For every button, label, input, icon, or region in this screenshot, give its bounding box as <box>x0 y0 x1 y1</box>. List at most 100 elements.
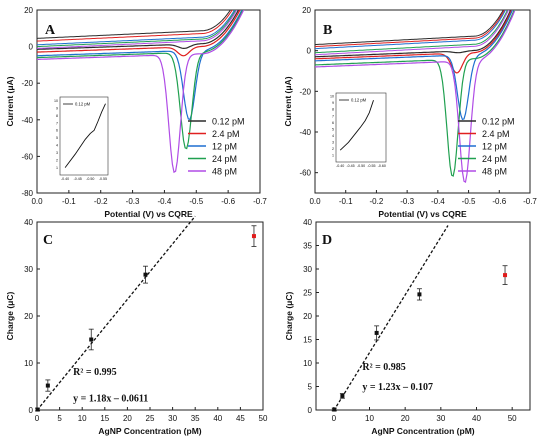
inset-x-tick-label: -0.40 <box>336 164 344 168</box>
inset-y-tick-label: 3 <box>56 151 58 155</box>
y-tick-label: -60 <box>299 169 311 178</box>
inset-x-tick-label: -0.60 <box>378 164 386 168</box>
y-tick-label: 5 <box>308 383 313 392</box>
inset-y-tick-label: 9 <box>332 101 334 105</box>
legend-label: 2.4 pM <box>482 129 510 139</box>
y-tick-label: 10 <box>24 359 33 368</box>
inset-chart: -0.40 -0.45 -0.50 -0.55 1 2 3 4 5 6 7 8 9 10 0.12 pM <box>54 96 109 181</box>
x-tick-label: 25 <box>146 414 155 423</box>
series-line-1 <box>37 10 241 57</box>
data-point <box>35 407 40 412</box>
x-tick-label: -0.1 <box>339 197 353 206</box>
x-tick-label: 30 <box>168 414 177 423</box>
x-tick-label: -0.3 <box>400 197 414 206</box>
y-axis-label: Charge (μC) <box>5 292 15 341</box>
data-point <box>340 393 345 398</box>
legend-label: 24 pM <box>482 154 507 164</box>
legend-label: 24 pM <box>212 154 237 164</box>
legend-label: 12 pM <box>482 142 507 152</box>
series-line-3 <box>315 10 515 177</box>
data-point <box>332 407 337 412</box>
series-return-line-0 <box>315 10 504 46</box>
x-tick-label: 0 <box>35 414 40 423</box>
y-tick-label: -20 <box>299 87 311 96</box>
inset-y-tick-label: 7 <box>56 121 58 125</box>
x-tick-label: -0.7 <box>523 197 537 206</box>
x-tick-label: 20 <box>123 414 132 423</box>
x-tick-label: -0.6 <box>221 197 235 206</box>
y-tick-label: -80 <box>21 189 33 198</box>
inset-frame <box>59 96 109 176</box>
series-line-4 <box>315 10 516 184</box>
inset-y-tick-label: 5 <box>332 127 334 131</box>
legend-label: 48 pM <box>482 167 507 177</box>
series-return-line-4 <box>37 10 238 49</box>
x-tick-label: 40 <box>213 414 222 423</box>
x-tick-label: 10 <box>365 414 374 423</box>
series-line-1 <box>315 10 513 74</box>
r-squared-annotation: R² = 0.995 <box>73 367 116 378</box>
x-tick-label: 15 <box>100 414 109 423</box>
inset-y-tick-label: 3 <box>332 141 334 145</box>
plot-frame <box>314 9 531 194</box>
inset-legend-label: 0.12 pM <box>75 102 91 107</box>
inset-x-tick-label: -0.45 <box>346 164 354 168</box>
outlier-point <box>251 234 256 239</box>
y-tick-label: 20 <box>24 6 33 15</box>
series-return-line-1 <box>37 10 233 42</box>
x-axis-label: AgNP Concentration (pM) <box>98 426 201 436</box>
x-tick-label: 20 <box>401 414 410 423</box>
series-line-2 <box>315 10 514 121</box>
inset-line <box>64 103 106 168</box>
panel-b: 0.0 -0.1 -0.2 -0.3 -0.4 -0.5 -0.6 -0.7 -60 -40 -20… <box>283 6 537 219</box>
y-axis-label: Current (μA) <box>283 76 293 126</box>
panel-c: 0 5 10 15 20 25 30 35 40 45 50 0 10 20 30 40 AgNP Concen… <box>5 215 268 436</box>
y-tick-label: 40 <box>24 218 33 227</box>
x-tick-label: 10 <box>78 414 87 423</box>
series-return-line-0 <box>37 10 232 39</box>
inset-frame <box>335 92 387 163</box>
inset-y-tick-label: 1 <box>56 166 58 170</box>
x-tick-label: 50 <box>259 414 268 423</box>
x-tick-label: 0.0 <box>309 197 321 206</box>
inset-x-tick-label: -0.50 <box>357 164 365 168</box>
legend-label: 12 pM <box>212 142 237 152</box>
x-tick-label: 30 <box>436 414 445 423</box>
y-tick-label: 0 <box>29 406 34 415</box>
y-axis-label: Charge (μC) <box>284 292 294 341</box>
series-line-3 <box>37 10 244 150</box>
x-tick-label: 5 <box>57 414 62 423</box>
legend-label: 0.12 pM <box>212 117 245 127</box>
y-tick-label: 25 <box>303 289 312 298</box>
x-tick-label: -0.7 <box>253 197 267 206</box>
series-return-line-2 <box>37 10 236 46</box>
data-point <box>89 337 94 342</box>
data-point <box>417 292 422 297</box>
x-tick-label: -0.5 <box>462 197 476 206</box>
x-tick-label: -0.3 <box>126 197 140 206</box>
series-return-line-1 <box>315 10 505 48</box>
data-point <box>143 272 148 277</box>
panel-label: D <box>322 233 332 248</box>
inset-y-tick-label: 4 <box>332 134 334 138</box>
data-point <box>45 383 50 388</box>
inset-x-tick-label: -0.55 <box>99 177 107 181</box>
x-tick-label: -0.6 <box>492 197 506 206</box>
inset-x-tick-label: -0.45 <box>74 177 82 181</box>
y-tick-label: 15 <box>303 336 312 345</box>
y-tick-label: 0 <box>307 47 312 56</box>
x-tick-label: -0.2 <box>370 197 384 206</box>
series-line-4 <box>37 10 245 174</box>
y-tick-label: 30 <box>24 265 33 274</box>
y-tick-label: 20 <box>302 6 311 15</box>
y-tick-label: 0 <box>29 43 34 52</box>
x-tick-label: -0.1 <box>62 197 76 206</box>
x-tick-label: 45 <box>236 414 245 423</box>
x-tick-label: 0 <box>332 414 337 423</box>
panel-label: B <box>323 23 332 38</box>
x-tick-label: -0.4 <box>158 197 172 206</box>
y-tick-label: -40 <box>21 116 33 125</box>
inset-legend-label: 0.12 pM <box>351 98 367 103</box>
inset-y-tick-label: 7 <box>332 114 334 118</box>
inset-y-tick-label: 5 <box>56 136 58 140</box>
